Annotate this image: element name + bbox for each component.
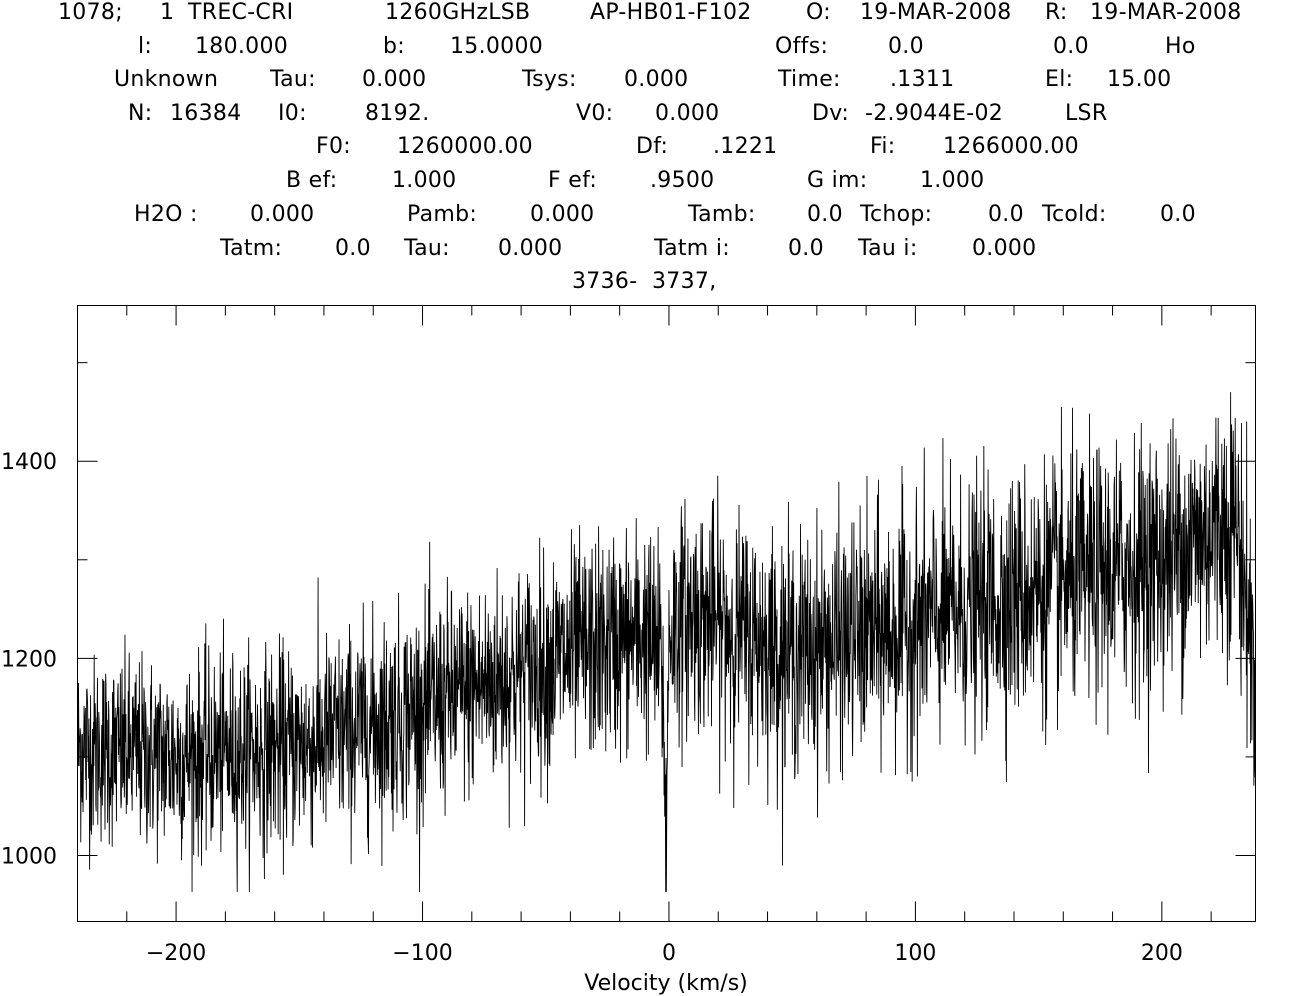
- offs-system: Ho: [1165, 34, 1196, 59]
- spectrum-trace-group: [77, 392, 1256, 892]
- offs-label: Offs:: [775, 34, 829, 59]
- gim-label: G im:: [807, 168, 868, 193]
- tatm-label: Tatm:: [220, 236, 283, 261]
- tatm-value: 0.0: [335, 236, 371, 261]
- n-value: 16384: [170, 101, 242, 126]
- x-tick-label: 200: [1141, 941, 1183, 966]
- b-value: 15.0000: [450, 34, 544, 59]
- scan-id: 1078;: [58, 0, 123, 25]
- axis-tick-labels: −200 −100 0 100 200 1000 1200 1400: [1, 450, 1183, 966]
- feff-value: .9500: [650, 168, 715, 193]
- source-name: AP-HB01-F102: [590, 0, 752, 25]
- telescope-name: TREC-CRI: [188, 0, 294, 25]
- v0-value: 0.000: [655, 101, 720, 126]
- spectrum-line: [77, 392, 1256, 892]
- x-tick-label: 100: [894, 941, 936, 966]
- tsys-label: Tsys:: [522, 67, 577, 92]
- tau-image-value: 0.000: [972, 236, 1037, 261]
- fi-value: 1266000.00: [943, 134, 1079, 159]
- time-label: Time:: [778, 67, 841, 92]
- tau-value: 0.000: [362, 67, 427, 92]
- switch-mode: Unknown: [114, 67, 219, 92]
- el-value: 15.00: [1107, 67, 1172, 92]
- n-label: N:: [128, 101, 153, 126]
- tau2-value: 0.000: [498, 236, 563, 261]
- tsys-value: 0.000: [624, 67, 689, 92]
- y-tick-label: 1400: [1, 450, 57, 475]
- y-tick-label: 1200: [1, 647, 57, 672]
- l-label: l:: [138, 34, 153, 59]
- time-value: .1311: [890, 67, 955, 92]
- f0-value: 1260000.00: [397, 134, 533, 159]
- i0-label: I0:: [278, 101, 307, 126]
- gim-value: 1.000: [920, 168, 985, 193]
- tau2-label: Tau:: [404, 236, 450, 261]
- velocity-frame: LSR: [1065, 101, 1108, 126]
- spectrum-header: 1078; 1 TREC-CRI 1260GHzLSB AP-HB01-F102…: [0, 0, 1304, 300]
- fi-label: Fi:: [870, 134, 896, 159]
- line-name: 1260GHzLSB: [385, 0, 531, 25]
- tchop-value: 0.0: [988, 202, 1024, 227]
- tchop-label: Tchop:: [860, 202, 933, 227]
- b-label: b:: [383, 34, 405, 59]
- tau-image-label: Tau i:: [858, 236, 918, 261]
- h2o-value: 0.000: [250, 202, 315, 227]
- x-tick-label: −100: [392, 941, 452, 966]
- tatm-image-label: Tatm i:: [654, 236, 730, 261]
- beff-label: B ef:: [286, 168, 338, 193]
- df-label: Df:: [636, 134, 669, 159]
- axis-ticks: [77, 305, 1256, 922]
- beff-value: 1.000: [392, 168, 457, 193]
- el-label: El:: [1045, 67, 1074, 92]
- observed-date-label: O:: [806, 0, 831, 25]
- v0-label: V0:: [576, 101, 614, 126]
- plot-frame: [77, 305, 1256, 922]
- tamb-value: 0.0: [807, 202, 843, 227]
- offs-y-value: 0.0: [1053, 34, 1089, 59]
- f0-label: F0:: [316, 134, 351, 159]
- feff-label: F ef:: [548, 168, 598, 193]
- tamb-label: Tamb:: [688, 202, 756, 227]
- l-value: 180.000: [195, 34, 289, 59]
- i0-value: 8192.: [365, 101, 430, 126]
- tcold-label: Tcold:: [1042, 202, 1107, 227]
- reduced-date-label: R:: [1045, 0, 1068, 25]
- scan-range: 3736- 3737,: [572, 269, 717, 294]
- observed-date: 19-MAR-2008: [860, 0, 1012, 25]
- x-axis-label: Velocity (km/s): [584, 971, 748, 996]
- x-tick-label: 0: [662, 941, 676, 966]
- dv-value: -2.9044E-02: [865, 101, 1004, 126]
- pamb-value: 0.000: [530, 202, 595, 227]
- y-tick-label: 1000: [1, 844, 57, 869]
- tau-label: Tau:: [270, 67, 316, 92]
- h2o-label: H2O :: [134, 202, 198, 227]
- scan-number: 1: [160, 0, 175, 25]
- x-tick-label: −200: [146, 941, 206, 966]
- tcold-value: 0.0: [1160, 202, 1196, 227]
- tatm-image-value: 0.0: [788, 236, 824, 261]
- pamb-label: Pamb:: [407, 202, 478, 227]
- dv-label: Dv:: [812, 101, 850, 126]
- df-value: .1221: [713, 134, 778, 159]
- reduced-date: 19-MAR-2008: [1090, 0, 1242, 25]
- offs-x-value: 0.0: [888, 34, 924, 59]
